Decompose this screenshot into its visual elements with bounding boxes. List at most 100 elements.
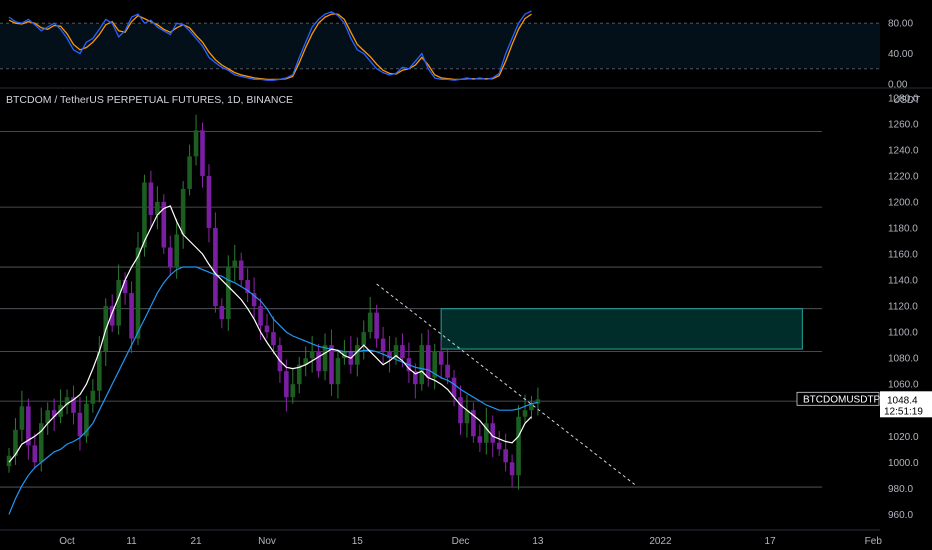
- candle-body: [438, 351, 444, 365]
- target-zone-rect: [440, 308, 803, 350]
- candle-body: [271, 332, 276, 346]
- price-tick-label: 1220.0: [888, 171, 919, 182]
- candle-body: [122, 280, 128, 294]
- price-tick-label: 1240.0: [888, 145, 919, 156]
- candle-body: [155, 201, 160, 215]
- price-tick-label: 1140.0: [888, 276, 918, 287]
- candle-body: [419, 345, 425, 385]
- stochastic-pane: [0, 10, 880, 81]
- candle-body: [97, 351, 102, 391]
- stoch-d-line: [8, 13, 532, 81]
- candle-body: [180, 188, 186, 235]
- price-tick-label: 1160.0: [888, 250, 918, 261]
- candle-body: [290, 384, 296, 398]
- candle-body: [296, 364, 302, 385]
- candle-body: [200, 130, 205, 176]
- time-tick-label: 13: [532, 536, 544, 547]
- candle-body: [400, 345, 405, 359]
- candle-body: [477, 436, 483, 443]
- candle-body: [496, 442, 502, 450]
- candle-body: [425, 345, 431, 378]
- candle-body: [529, 403, 534, 411]
- candle-body: [51, 410, 57, 417]
- chart-title: BTCDOM / TetherUS PERPETUAL FUTURES, 1D,…: [6, 94, 293, 106]
- price-tick-label: 1200.0: [888, 197, 919, 208]
- candle-body: [451, 377, 457, 398]
- candle-body: [522, 410, 528, 417]
- stoch-tick-label: 0.00: [888, 80, 908, 91]
- candle-body: [219, 306, 225, 320]
- stoch-k-line: [8, 10, 532, 81]
- price-tick-label: 1000.0: [888, 458, 919, 469]
- candle-body: [84, 403, 89, 437]
- time-tick-label: Oct: [59, 536, 75, 547]
- time-tick-label: Dec: [452, 536, 470, 547]
- candle-body: [174, 234, 179, 268]
- candle-body: [264, 325, 270, 333]
- candle-body: [251, 293, 257, 307]
- time-tick-label: 2022: [649, 536, 672, 547]
- candle-body: [445, 364, 450, 378]
- candle-body: [213, 227, 218, 307]
- time-tick-label: Nov: [258, 536, 276, 547]
- candle-body: [380, 338, 386, 352]
- candle-body: [335, 358, 341, 385]
- candle-body: [503, 449, 508, 463]
- moving-averages: [8, 205, 539, 515]
- candle-body: [329, 345, 334, 385]
- ema-fast-line: [8, 205, 532, 463]
- candle-body: [516, 416, 521, 476]
- trendline-dashed: [376, 283, 635, 485]
- candle-body: [471, 410, 476, 437]
- stoch-tick-label: 40.00: [888, 49, 913, 60]
- currency-label: USDT: [893, 95, 920, 106]
- stoch-band: [0, 23, 880, 69]
- candle-body: [77, 412, 83, 437]
- candle-body: [303, 358, 308, 365]
- last-price-tag[interactable]: BTCDOMUSDTPERP 1048.4 12:51:19: [796, 391, 932, 418]
- candle-body: [355, 345, 360, 365]
- candle-body: [71, 397, 76, 413]
- candle-body: [90, 390, 96, 404]
- price-tag: [880, 391, 932, 418]
- candle-body: [226, 267, 231, 320]
- candle-body: [26, 406, 31, 446]
- candle-body: [6, 455, 12, 467]
- ema-slow-line: [8, 266, 539, 515]
- candle-body: [32, 445, 38, 463]
- symbol-label: BTCDOMUSDTPERP: [803, 394, 901, 405]
- price-tick-label: 1020.0: [888, 432, 919, 443]
- candle-body: [361, 332, 367, 346]
- candle-body: [142, 182, 147, 248]
- candle-body: [238, 260, 244, 281]
- target-zone: [440, 308, 803, 350]
- candle-body: [64, 397, 70, 406]
- price-tick-label: 1260.0: [888, 119, 919, 130]
- candle-body: [490, 423, 496, 443]
- price-tick-label: 1080.0: [888, 354, 919, 365]
- price-tick-label: 960.0: [888, 510, 913, 521]
- countdown-label: 12:51:19: [884, 406, 923, 417]
- candle-body: [367, 312, 373, 333]
- price-tick-label: 1180.0: [888, 223, 918, 234]
- candle-body: [19, 406, 25, 430]
- candle-body: [374, 312, 379, 339]
- time-tick-label: Feb: [865, 536, 883, 547]
- candle-body: [38, 423, 44, 463]
- candle-body: [148, 182, 154, 215]
- stoch-tick-label: 80.00: [888, 19, 913, 30]
- price-tick-label: 1280.0: [888, 93, 919, 104]
- trendline: [376, 283, 635, 485]
- candle-body: [187, 156, 192, 189]
- candle-body: [322, 345, 328, 372]
- candle-body: [258, 306, 263, 326]
- candle-body: [193, 130, 199, 157]
- candle-body: [245, 280, 250, 294]
- candle-body: [432, 351, 437, 378]
- symbol-tag: [796, 391, 880, 406]
- price-tick-label: 980.0: [888, 484, 913, 495]
- candle-body: [129, 293, 134, 339]
- candle-body: [484, 423, 489, 443]
- candle-body: [413, 371, 418, 385]
